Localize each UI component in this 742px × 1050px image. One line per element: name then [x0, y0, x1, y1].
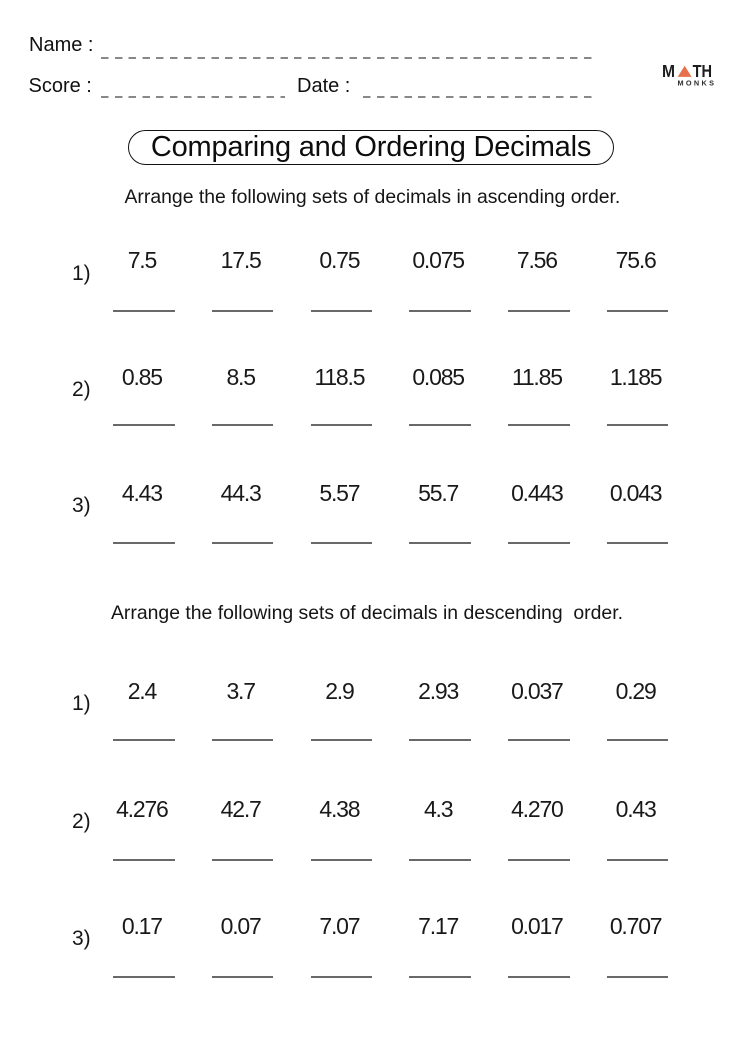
svg-text:TH: TH [692, 65, 711, 81]
svg-text:MONKS: MONKS [677, 78, 714, 86]
svg-text:M: M [662, 65, 675, 81]
